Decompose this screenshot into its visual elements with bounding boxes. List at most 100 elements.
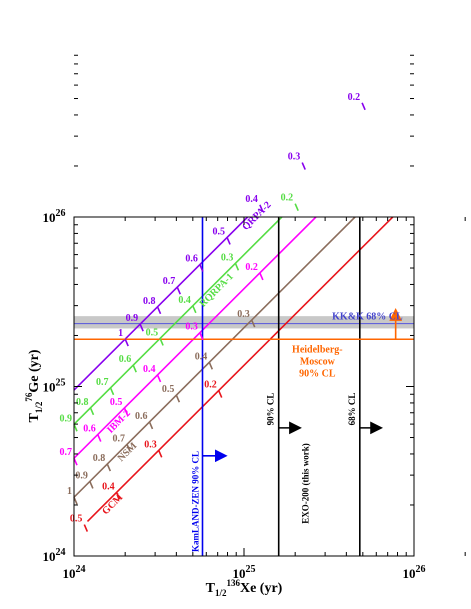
y-tick-label: 1025 <box>43 378 66 395</box>
model-tick-label: 0.5 <box>110 397 123 408</box>
model-tick-mark <box>156 306 162 315</box>
model-tick-mark <box>361 102 366 111</box>
x-tick-label-exponent: 26 <box>416 564 426 575</box>
model-tick-mark <box>208 362 214 370</box>
model-tick-label: 0.8 <box>76 397 89 408</box>
model-tick-mark <box>132 364 137 373</box>
model-tick-mark <box>199 264 204 272</box>
y-tick-label-base: 10 <box>43 380 56 395</box>
model-tick-mark <box>157 450 163 458</box>
x-tick-label: 1026 <box>403 564 426 581</box>
model-tick-label: 0.4 <box>245 194 258 205</box>
y-tick-label-base: 10 <box>43 549 56 564</box>
y-axis-title: T1/276Ge (yr) <box>24 349 44 422</box>
model-tick-mark <box>123 407 129 416</box>
limit-layer <box>74 217 414 556</box>
model-tick-mark <box>234 263 240 271</box>
model-tick-label: 0.9 <box>75 470 88 481</box>
y-tick-label: 1024 <box>43 547 66 564</box>
heidelberg-moscow-label: Moscow <box>300 356 336 367</box>
model-tick-mark <box>89 481 94 489</box>
model-tick-mark <box>294 203 299 212</box>
model-tick-label: 0.2 <box>348 92 361 103</box>
y-tick-label-exponent: 26 <box>56 208 66 219</box>
model-tick-label: 0.3 <box>288 152 301 163</box>
model-tick-mark <box>109 387 115 396</box>
model-tick-label: 0.3 <box>144 439 157 450</box>
model-line-qrpa-2 <box>74 217 249 391</box>
model-tick-mark <box>115 492 121 500</box>
series-layer <box>74 217 394 522</box>
model-tick-mark <box>97 434 102 442</box>
model-line-rqrpa-1 <box>74 217 283 425</box>
model-tick-label: 0.3 <box>237 309 250 320</box>
model-tick-label: 0.2 <box>204 380 217 391</box>
model-tick-label: 0.9 <box>126 313 139 324</box>
model-name-label: IBM-2 <box>105 408 133 436</box>
x-tick-label-exponent: 24 <box>76 564 86 575</box>
model-tick-label: 0.6 <box>119 354 132 365</box>
model-tick-label: 0.8 <box>143 296 156 307</box>
model-tick-label: 0.4 <box>195 351 208 362</box>
x-axis-title: T1/2136Xe (yr) <box>206 578 283 598</box>
x-tick-label-base: 10 <box>233 566 246 581</box>
model-tick-mark <box>126 444 131 452</box>
model-tick-mark <box>175 394 181 403</box>
model-name-label: GCM <box>100 492 125 517</box>
model-tick-label: 0.5 <box>146 327 159 338</box>
model-tick-mark <box>83 524 89 532</box>
exo-cl-label: 90% CL <box>266 393 276 426</box>
model-tick-mark <box>139 323 144 332</box>
model-tick-label: 0.4 <box>102 481 115 492</box>
heidelberg-moscow-label: Heidelberg- <box>292 344 343 355</box>
y-tick-label-base: 10 <box>43 210 56 225</box>
model-tick-label: 0.5 <box>162 384 175 395</box>
model-tick-label: 0.7 <box>96 377 109 388</box>
model-tick-label: 0.2 <box>245 262 258 273</box>
heidelberg-moscow-label: 90% CL <box>299 368 336 379</box>
model-tick-mark <box>176 286 182 295</box>
model-tick-label: 1 <box>67 486 72 497</box>
y-tick-label-exponent: 25 <box>56 378 66 389</box>
x-tick-label: 1025 <box>233 564 256 581</box>
kamland-zen-label: KamLAND-ZEN 90% CL <box>190 451 200 552</box>
exo-200-label: EXO-200 (this work) <box>301 443 311 524</box>
model-tick-mark <box>106 463 112 472</box>
model-line-gcm <box>86 217 394 522</box>
model-tick-mark <box>226 237 231 245</box>
x-tick-label-exponent: 25 <box>246 564 256 575</box>
model-tick-label: 0.2 <box>281 193 294 204</box>
model-tick-mark <box>159 338 164 346</box>
model-tick-mark <box>259 272 264 281</box>
plot-frame <box>73 216 415 557</box>
x-tick-label: 1024 <box>63 564 86 581</box>
kkk-band-label: KK&K 68% CL <box>332 312 403 323</box>
model-tick-label: 0.7 <box>112 433 125 444</box>
model-tick-label: 0.6 <box>83 424 96 435</box>
model-tick-label: 0.6 <box>185 254 198 265</box>
kkk-band-layer <box>74 316 414 329</box>
x-tick-label-base: 10 <box>403 566 416 581</box>
model-tick-mark <box>192 305 197 314</box>
model-tick-mark <box>124 338 129 347</box>
model-line-nsm <box>74 217 356 498</box>
model-line-ibm-2 <box>74 217 317 459</box>
model-tick-mark <box>250 319 256 328</box>
x-tick-label-base: 10 <box>63 566 76 581</box>
model-tick-label: 0.8 <box>93 453 106 464</box>
model-tick-label: 0.3 <box>221 252 234 263</box>
model-tick-mark <box>89 407 95 416</box>
model-tick-label: 0.5 <box>70 514 83 525</box>
model-tick-mark <box>199 332 204 341</box>
model-tick-mark <box>259 204 264 213</box>
model-tick-label: 0.4 <box>143 364 156 375</box>
model-tick-label: 0.4 <box>178 295 191 306</box>
model-tick-label: 1 <box>118 328 123 339</box>
model-tick-mark <box>148 421 154 430</box>
y-tick-label-exponent: 24 <box>56 547 66 558</box>
model-tick-label: 0.6 <box>135 411 148 422</box>
model-tick-label: 0.5 <box>213 226 226 237</box>
model-tick-label: 0.7 <box>163 276 176 287</box>
model-tick-mark <box>156 374 162 383</box>
